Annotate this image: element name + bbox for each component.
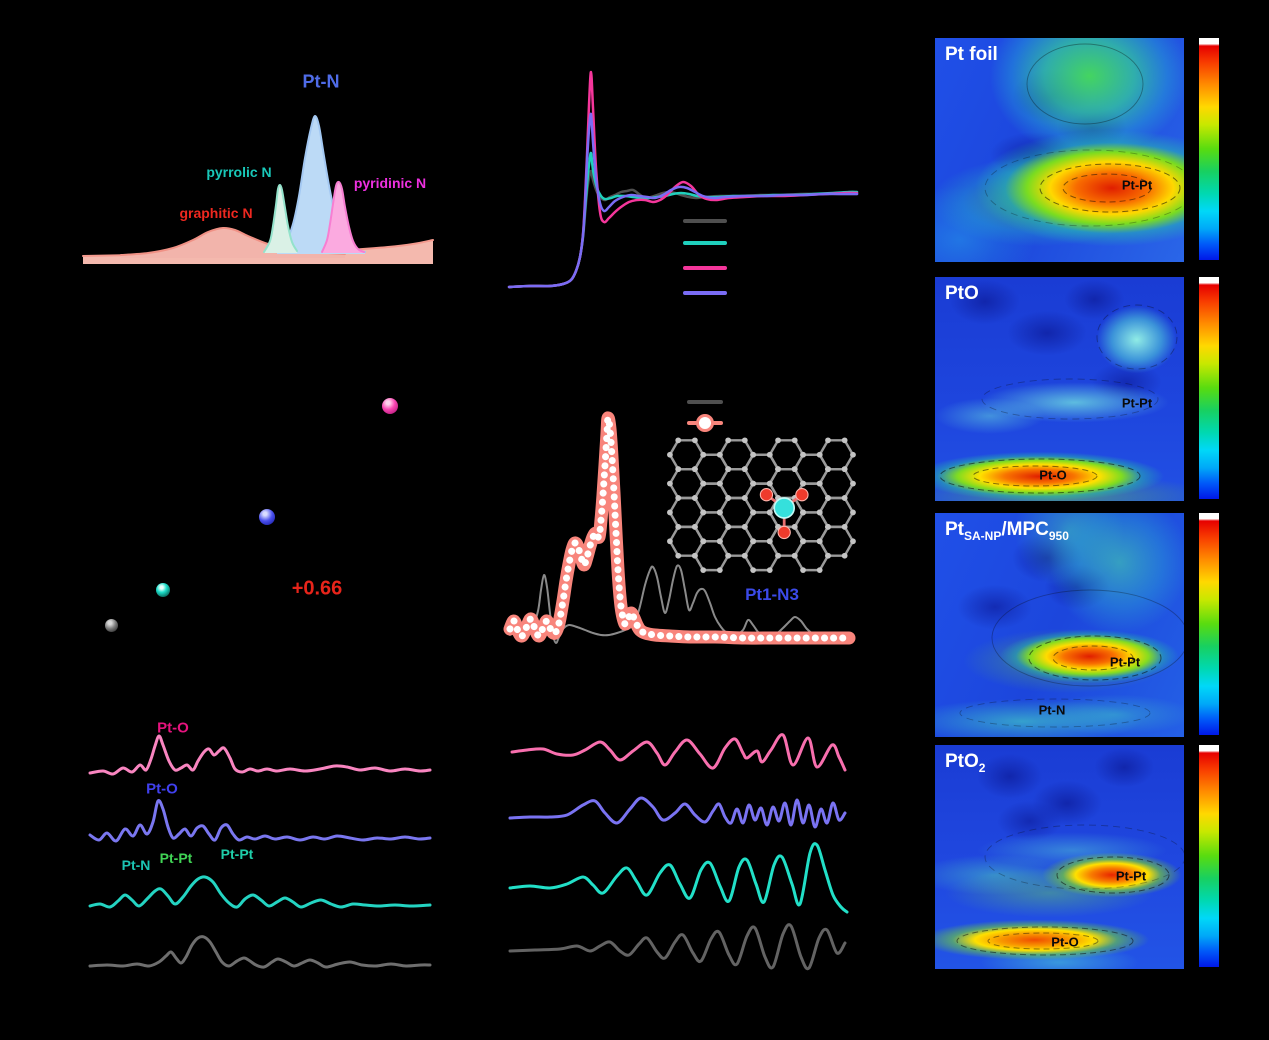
inset-label-pt1-n3: Pt1-N3 bbox=[745, 585, 799, 604]
xanes-legend-swatch-gray bbox=[683, 219, 727, 223]
xanes-spectra bbox=[505, 50, 860, 300]
wavelet-label-pt-pt: Pt-Pt bbox=[1109, 654, 1141, 670]
scatter-point-blue bbox=[259, 509, 275, 525]
wavelet-label-pt-pt: Pt-Pt bbox=[1121, 177, 1153, 193]
xps-label-pt-n: Pt-N bbox=[302, 71, 340, 92]
wavelet-title-pto: PtO bbox=[945, 283, 979, 304]
contour-lines bbox=[956, 824, 1184, 956]
xps-spectrum bbox=[82, 58, 434, 270]
panel-scatter: +0.66 bbox=[85, 355, 460, 665]
xanes-legend-swatch-blue bbox=[683, 291, 727, 295]
fit-legend-swatch-fit bbox=[687, 414, 723, 432]
k-space-curves bbox=[505, 705, 850, 995]
xps-label-pyridinic: pyridinic N bbox=[353, 175, 427, 191]
colorbar-pt-foil bbox=[1199, 38, 1219, 260]
n-atom-icon bbox=[777, 525, 791, 540]
wavelet-panel-pto2: PtO2 Pt-Pt Pt-O bbox=[935, 745, 1184, 969]
scatter-point-gray bbox=[105, 619, 118, 632]
xps-label-pyrrolic: pyrrolic N bbox=[206, 164, 272, 180]
r-space-curves bbox=[85, 705, 435, 995]
wavelet-title-ptsanp: PtSA-NP/MPC950 bbox=[945, 519, 1069, 543]
wavelet-label-pt-pt: Pt-Pt bbox=[1115, 868, 1147, 884]
graphene-lattice-inset bbox=[667, 437, 856, 574]
exafs-fit-curves bbox=[503, 385, 856, 645]
n-atom-icon bbox=[759, 488, 774, 502]
wavelet-label-pt-n: Pt-N bbox=[1038, 702, 1066, 718]
wavelet-label-pt-o: Pt-O bbox=[1039, 467, 1067, 483]
pt-n3-motif bbox=[759, 488, 809, 540]
scatter-point-teal bbox=[156, 583, 170, 597]
contour-lines bbox=[959, 589, 1184, 728]
fit-legend-marker-bead bbox=[696, 414, 714, 432]
wavelet-label-pt-o: Pt-O bbox=[1051, 934, 1079, 950]
panel-r-space: Pt-O Pt-O Pt-N Pt-Pt Pt-Pt bbox=[85, 705, 435, 995]
scatter-point-magenta bbox=[382, 398, 398, 414]
colorbar-pto bbox=[1199, 277, 1219, 499]
wavelet-title-pt-foil: Pt foil bbox=[945, 44, 998, 65]
wavelet-label-pt-pt: Pt-Pt bbox=[1121, 395, 1153, 411]
r-space-label-pt-n: Pt-N bbox=[121, 857, 151, 873]
wavelet-panel-pt-foil: Pt foil Pt-Pt bbox=[935, 38, 1184, 262]
wavelet-panel-ptsanp: PtSA-NP/MPC950 Pt-Pt Pt-N bbox=[935, 513, 1184, 737]
fit-legend-swatch-raw bbox=[687, 400, 723, 404]
n-atom-icon bbox=[795, 488, 809, 502]
r-space-label-pt-pt-1: Pt-Pt bbox=[159, 850, 193, 866]
r-space-label-pt-o-pink: Pt-O bbox=[157, 719, 189, 737]
panel-exafs-fit: Pt1-N3 bbox=[503, 385, 856, 645]
wavelet-panel-pto: PtO Pt-Pt Pt-O bbox=[935, 277, 1184, 501]
xanes-legend-swatch-teal bbox=[683, 241, 727, 245]
contour-lines bbox=[939, 304, 1178, 494]
colorbar-pto2 bbox=[1199, 745, 1219, 967]
r-space-label-pt-o-blue: Pt-O bbox=[146, 780, 178, 798]
r-space-label-pt-pt-2: Pt-Pt bbox=[220, 846, 254, 862]
colorbar-ptsanp bbox=[1199, 513, 1219, 735]
wavelet-title-pto2: PtO2 bbox=[945, 751, 986, 775]
scatter-annotation: +0.66 bbox=[291, 577, 343, 600]
xps-label-graphitic: graphitic N bbox=[179, 205, 253, 221]
panel-xps: Pt-N pyrrolic N pyridinic N graphitic N bbox=[82, 58, 434, 270]
xanes-legend-swatch-magenta bbox=[683, 266, 727, 270]
pt-atom-icon bbox=[773, 497, 796, 519]
panel-xanes bbox=[505, 50, 860, 300]
panel-k-space bbox=[505, 705, 850, 995]
contour-lines bbox=[984, 43, 1184, 227]
